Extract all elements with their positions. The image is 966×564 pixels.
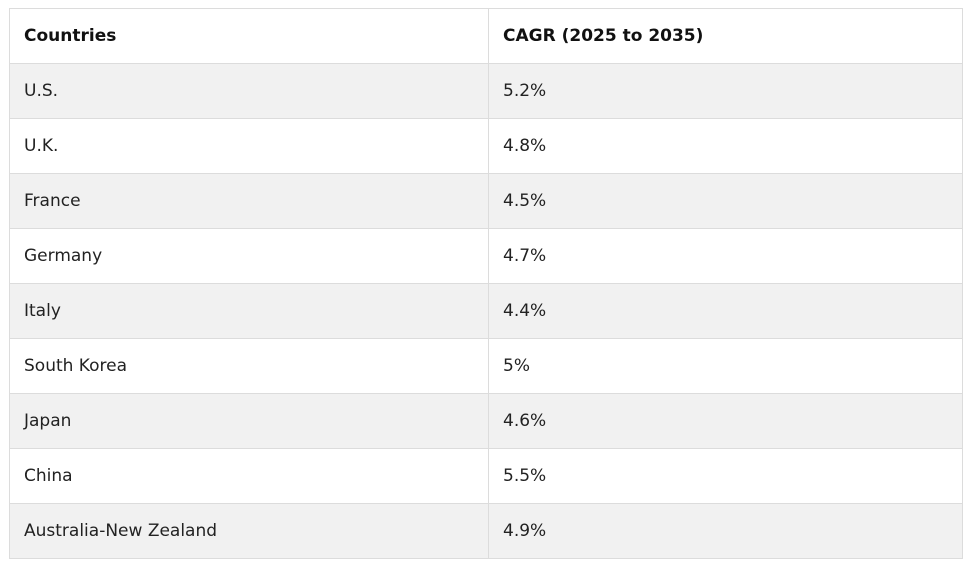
table-row: U.K. 4.8% bbox=[9, 118, 963, 174]
country-cell: South Korea bbox=[9, 338, 489, 394]
cagr-cell: 4.8% bbox=[488, 118, 963, 174]
table-header-row: Countries CAGR (2025 to 2035) bbox=[9, 8, 963, 64]
table-row: South Korea 5% bbox=[9, 338, 963, 394]
header-countries: Countries bbox=[9, 8, 489, 64]
cagr-cell: 4.4% bbox=[488, 283, 963, 339]
country-cell: U.K. bbox=[9, 118, 489, 174]
cagr-cell: 4.5% bbox=[488, 173, 963, 229]
cagr-cell: 4.9% bbox=[488, 503, 963, 559]
table-row: China 5.5% bbox=[9, 448, 963, 504]
cagr-table-container: Countries CAGR (2025 to 2035) U.S. 5.2% … bbox=[9, 8, 963, 559]
cagr-cell: 4.6% bbox=[488, 393, 963, 449]
country-cell: Germany bbox=[9, 228, 489, 284]
table-row: Germany 4.7% bbox=[9, 228, 963, 284]
table-row: U.S. 5.2% bbox=[9, 63, 963, 119]
cagr-table: Countries CAGR (2025 to 2035) U.S. 5.2% … bbox=[9, 8, 963, 559]
country-cell: France bbox=[9, 173, 489, 229]
cagr-cell: 5.5% bbox=[488, 448, 963, 504]
table-row: Italy 4.4% bbox=[9, 283, 963, 339]
country-cell: Japan bbox=[9, 393, 489, 449]
country-cell: Australia-New Zealand bbox=[9, 503, 489, 559]
country-cell: China bbox=[9, 448, 489, 504]
table-row: France 4.5% bbox=[9, 173, 963, 229]
country-cell: U.S. bbox=[9, 63, 489, 119]
cagr-cell: 5.2% bbox=[488, 63, 963, 119]
cagr-cell: 4.7% bbox=[488, 228, 963, 284]
table-row: Japan 4.6% bbox=[9, 393, 963, 449]
header-cagr: CAGR (2025 to 2035) bbox=[488, 8, 963, 64]
country-cell: Italy bbox=[9, 283, 489, 339]
cagr-cell: 5% bbox=[488, 338, 963, 394]
table-row: Australia-New Zealand 4.9% bbox=[9, 503, 963, 559]
